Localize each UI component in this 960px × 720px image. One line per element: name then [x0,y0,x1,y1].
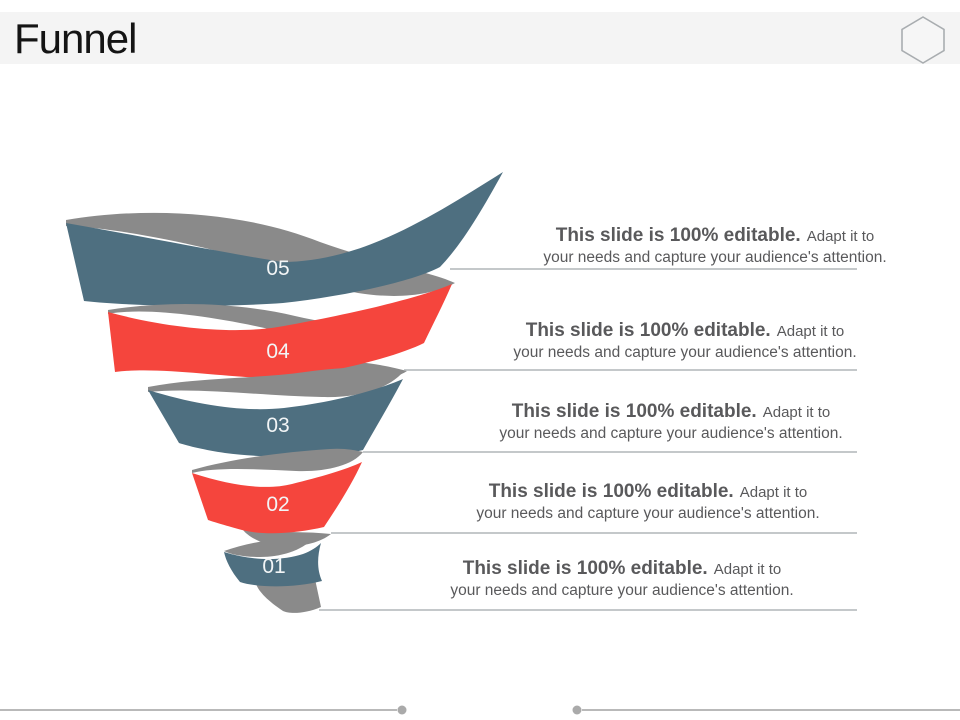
hexagon-icon [900,16,946,64]
description-line2: your needs and capture your audience's a… [450,582,794,599]
description-heading: This slide is 100% editable. [525,320,771,341]
level-description-02: This slide is 100% editable. Adapt it to … [413,481,883,523]
header-band [0,12,960,64]
description-heading: This slide is 100% editable. [488,481,734,502]
ribbon-02-front [192,462,362,534]
level-description-05: This slide is 100% editable. Adapt it to … [480,225,950,267]
ribbon-04-front [108,284,452,378]
description-heading: This slide is 100% editable. [462,558,708,579]
funnel-level-label-03: 03 [266,414,290,437]
description-line2: your needs and capture your audience's a… [499,425,843,442]
description-tail: Adapt it to [762,404,831,421]
level-description-03: This slide is 100% editable. Adapt it to … [436,401,906,443]
description-tail: Adapt it to [776,323,845,340]
description-tail: Adapt it to [806,228,875,245]
footer-dot-left [397,705,407,715]
level-description-04: This slide is 100% editable. Adapt it to … [450,320,920,362]
description-line2: your needs and capture your audience's a… [513,344,857,361]
page-title: Funnel [14,15,137,62]
description-heading: This slide is 100% editable. [511,401,757,422]
ribbon-03-front [148,379,403,457]
ribbon-02-back [192,448,363,473]
description-tail: Adapt it to [739,484,808,501]
ribbon-05-front [66,172,503,306]
ribbon-01-tail [256,579,321,613]
ribbon-01-front [224,543,322,587]
ribbon-03-back [148,367,404,398]
description-line2: your needs and capture your audience's a… [543,249,887,266]
level-description-01: This slide is 100% editable. Adapt it to … [387,558,857,600]
funnel-level-label-04: 04 [266,340,290,363]
hexagon-shape [901,16,945,64]
ribbon-01-back [224,537,313,557]
funnel-level-label-01: 01 [262,555,286,578]
description-line2: your needs and capture your audience's a… [476,505,820,522]
description-tail: Adapt it to [713,561,782,578]
description-heading: This slide is 100% editable. [555,225,801,246]
footer-dot-right [572,705,582,715]
funnel-level-label-02: 02 [266,493,290,516]
funnel-level-label-05: 05 [266,257,290,280]
